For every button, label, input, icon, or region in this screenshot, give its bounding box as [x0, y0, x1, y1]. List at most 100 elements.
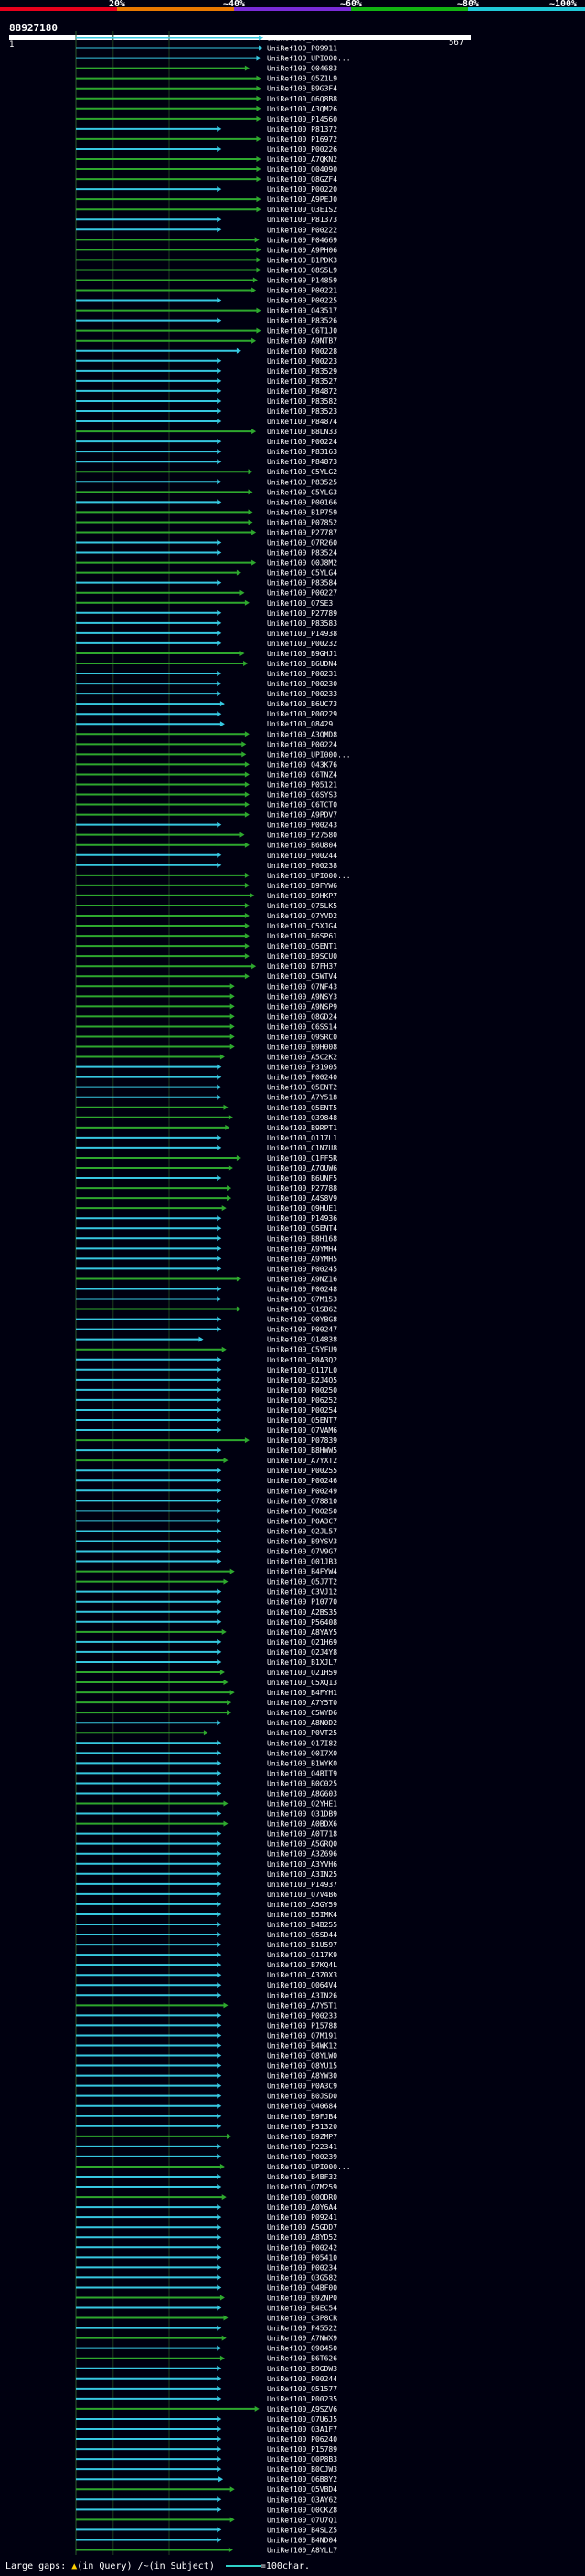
alignment-row[interactable]: UniRef100_Q0P8B3	[76, 2455, 337, 2464]
alignment-row[interactable]: UniRef100_B4BF32	[76, 2173, 337, 2181]
alignment-row[interactable]: UniRef100_A0BDX6	[76, 1820, 337, 1829]
hit-label[interactable]: UniRef100_Q4BIT9	[267, 1769, 337, 1777]
alignment-row[interactable]: UniRef100_O04090	[76, 165, 337, 174]
alignment-row[interactable]: UniRef100_Q4BF00	[76, 2284, 337, 2292]
alignment-row[interactable]: UniRef100_P09911	[76, 45, 337, 53]
hit-label[interactable]: UniRef100_P31905	[267, 1064, 337, 1072]
alignment-row[interactable]: UniRef100_P00250	[76, 1386, 337, 1394]
alignment-row[interactable]: UniRef100_B5IMK4	[76, 1911, 337, 1919]
alignment-row[interactable]: UniRef100_A9NTB7	[76, 337, 337, 345]
alignment-row[interactable]: UniRef100_C5XJG4	[76, 922, 337, 930]
hit-label[interactable]: UniRef100_Q5ENT1	[267, 942, 337, 950]
hit-label[interactable]: UniRef100_Q31DB9	[267, 1810, 337, 1818]
hit-label[interactable]: UniRef100_Q43517	[267, 307, 337, 315]
hit-label[interactable]: UniRef100_P22341	[267, 2143, 337, 2151]
alignment-row[interactable]: UniRef100_P83583	[76, 620, 337, 628]
alignment-row[interactable]: UniRef100_Q7SE3	[76, 599, 333, 608]
alignment-row[interactable]: UniRef100_Q21H69	[76, 1638, 337, 1647]
alignment-row[interactable]: UniRef100_P83527	[76, 377, 337, 386]
hit-label[interactable]: UniRef100_Q2JL57	[267, 1527, 337, 1535]
hit-label[interactable]: UniRef100_Q7M259	[267, 2183, 337, 2191]
hit-label[interactable]: UniRef100_A8YD52	[267, 2233, 337, 2242]
alignment-row[interactable]: UniRef100_A8YLL7	[76, 2546, 337, 2554]
alignment-row[interactable]: UniRef100_Q9SRC0	[76, 1033, 337, 1041]
hit-label[interactable]: UniRef100_C6TCT0	[267, 801, 337, 810]
alignment-row[interactable]: UniRef100_A3IN26	[76, 1991, 337, 1999]
hit-label[interactable]: UniRef100_A5C2K2	[267, 1054, 337, 1062]
alignment-row[interactable]: UniRef100_C1FF5R	[76, 1154, 337, 1162]
alignment-row[interactable]: UniRef100_Q14838	[76, 1336, 337, 1344]
alignment-row[interactable]: UniRef100_Q117L0	[76, 1366, 337, 1374]
hit-label[interactable]: UniRef100_P00238	[267, 862, 337, 870]
alignment-row[interactable]: UniRef100_B1U597	[76, 1941, 337, 1949]
hit-label[interactable]: UniRef100_A0BDX6	[267, 1820, 337, 1829]
alignment-row[interactable]: UniRef100_Q40684	[76, 2103, 337, 2111]
alignment-row[interactable]: UniRef100_B8H168	[76, 1235, 337, 1243]
alignment-row[interactable]: UniRef100_P81373	[76, 216, 337, 224]
alignment-row[interactable]: UniRef100_C5YFU9	[76, 1346, 337, 1354]
alignment-row[interactable]: UniRef100_A0Y6A4	[76, 2203, 337, 2211]
alignment-row[interactable]: UniRef100_B9YSV3	[76, 1537, 337, 1545]
alignment-row[interactable]: UniRef100_P06240	[76, 2435, 337, 2443]
alignment-row[interactable]: UniRef100_Q5ENT2	[76, 1084, 337, 1092]
hit-label[interactable]: UniRef100_P00240	[267, 1074, 337, 1082]
hit-label[interactable]: UniRef100_Q5ENT7	[267, 1416, 337, 1425]
alignment-row[interactable]: UniRef100_B9ZNP0	[76, 2294, 337, 2302]
alignment-row[interactable]: UniRef100_A9NSP9	[76, 1002, 337, 1011]
alignment-row[interactable]: UniRef100_Q0QDR0	[76, 2193, 337, 2201]
hit-label[interactable]: UniRef100_A9SZV6	[267, 2405, 337, 2413]
hit-label[interactable]: UniRef100_C1FF5R	[267, 1154, 337, 1162]
hit-label[interactable]: UniRef100_P15788	[267, 2021, 337, 2030]
hit-label[interactable]: UniRef100_C6SS14	[267, 1023, 337, 1031]
hit-label[interactable]: UniRef100_A4S8V9	[267, 1194, 337, 1203]
hit-label[interactable]: UniRef100_P16972	[267, 135, 337, 143]
hit-label[interactable]: UniRef100_B4FYH1	[267, 1689, 337, 1697]
hit-label[interactable]: UniRef100_B8H168	[267, 1235, 337, 1243]
alignment-row[interactable]: UniRef100_P51320	[76, 2123, 337, 2131]
alignment-row[interactable]: UniRef100_P16972	[76, 135, 337, 143]
alignment-row[interactable]: UniRef100_A7QKN2	[76, 155, 337, 164]
hit-label[interactable]: UniRef100_P83529	[267, 367, 337, 376]
hit-label[interactable]: UniRef100_A3QMD8	[267, 730, 337, 738]
hit-label[interactable]: UniRef100_P00250	[267, 1507, 337, 1515]
alignment-row[interactable]: UniRef100_C5YLG4	[76, 569, 337, 578]
hit-label[interactable]: UniRef100_B4B255	[267, 1921, 337, 1929]
hit-label[interactable]: UniRef100_Q43K76	[267, 760, 337, 769]
alignment-row[interactable]: UniRef100_Q7V098	[76, 35, 337, 43]
hit-label[interactable]: UniRef100_B6U804	[267, 842, 337, 850]
hit-label[interactable]: UniRef100_Q8YU15	[267, 2062, 337, 2071]
hit-label[interactable]: UniRef100_P00166	[267, 498, 337, 506]
alignment-row[interactable]: UniRef100_P00224	[76, 438, 337, 446]
alignment-row[interactable]: UniRef100_Q2JL57	[76, 1527, 337, 1535]
alignment-row[interactable]: UniRef100_A4S8V9	[76, 1194, 337, 1203]
alignment-row[interactable]: UniRef100_B9H008	[76, 1044, 337, 1052]
hit-label[interactable]: UniRef100_Q75LK5	[267, 902, 337, 910]
hit-label[interactable]: UniRef100_C5YLG2	[267, 468, 337, 476]
alignment-row[interactable]: UniRef100_A5GDD7	[76, 2223, 337, 2231]
hit-label[interactable]: UniRef100_Q2J4Y8	[267, 1648, 337, 1657]
alignment-row[interactable]: UniRef100_Q3AY62	[76, 2496, 337, 2504]
hit-label[interactable]: UniRef100_P83584	[267, 579, 337, 588]
hit-label[interactable]: UniRef100_P00244	[267, 852, 337, 860]
alignment-row[interactable]: UniRef100_A8N0D2	[76, 1719, 337, 1727]
hit-label[interactable]: UniRef100_Q7U6J5	[267, 2415, 337, 2423]
alignment-row[interactable]: UniRef100_P00226	[76, 145, 337, 154]
hit-label[interactable]: UniRef100_P83583	[267, 620, 337, 628]
alignment-row[interactable]: UniRef100_P84872	[76, 387, 337, 396]
hit-label[interactable]: UniRef100_Q7U7Q1	[267, 2516, 337, 2524]
hit-label[interactable]: UniRef100_A8G603	[267, 1789, 337, 1797]
hit-label[interactable]: UniRef100_A9NSY3	[267, 992, 337, 1001]
alignment-row[interactable]: UniRef100_P00250	[76, 1507, 337, 1515]
alignment-row[interactable]: UniRef100_Q6B8Y2	[76, 2475, 337, 2484]
alignment-row[interactable]: UniRef100_P00228	[76, 347, 337, 355]
hit-label[interactable]: UniRef100_Q8429	[267, 720, 333, 728]
alignment-row[interactable]: UniRef100_B7FH37	[76, 962, 337, 970]
hit-label[interactable]: UniRef100_A7Y518	[267, 1094, 337, 1102]
hit-label[interactable]: UniRef100_B9GHJ1	[267, 650, 337, 658]
alignment-row[interactable]: UniRef100_Q5ENT4	[76, 1224, 337, 1233]
alignment-row[interactable]: UniRef100_A5GY59	[76, 1901, 337, 1909]
alignment-row[interactable]: UniRef100_Q8GD24	[76, 1012, 337, 1021]
hit-label[interactable]: UniRef100_Q0I7X0	[267, 1749, 337, 1757]
alignment-row[interactable]: UniRef100_P10770	[76, 1598, 337, 1606]
alignment-row[interactable]: UniRef100_B4ND04	[76, 2536, 337, 2544]
